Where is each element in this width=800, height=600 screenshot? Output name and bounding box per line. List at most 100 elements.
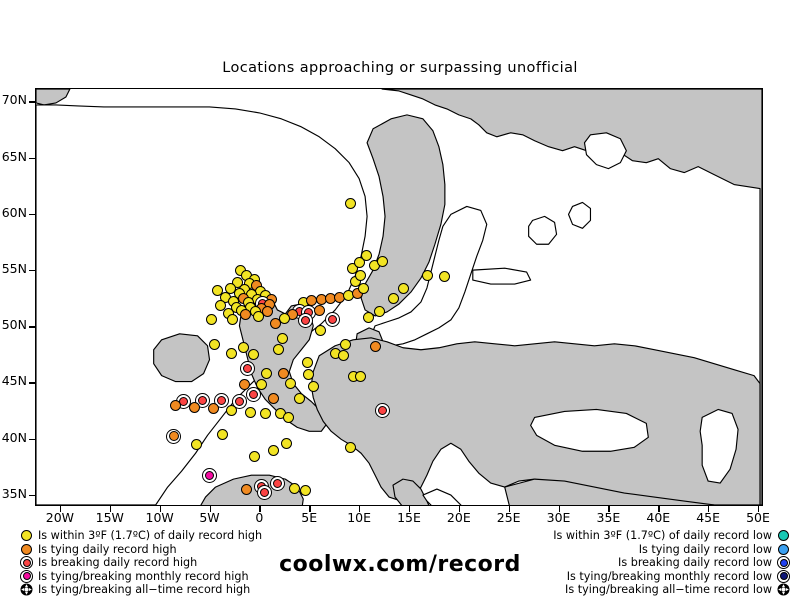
marker-core [216,395,226,405]
marker-within-3f-high[interactable] [373,306,385,318]
x-axis-label: 10E [347,510,372,525]
y-axis-label: 45N [1,373,27,389]
marker-breaking-daily-high[interactable] [256,485,272,501]
title-line-1: Locations approaching or surpassing unof… [222,60,578,76]
marker-within-3f-high[interactable] [252,310,264,322]
marker-within-3f-high[interactable] [267,445,279,457]
marker-within-3f-high[interactable] [280,437,292,449]
circle-orange-icon [20,543,33,556]
marker-within-3f-high[interactable] [244,407,256,419]
marker-within-3f-high[interactable] [209,338,220,350]
marker-within-3f-high[interactable] [398,282,410,294]
y-tick [29,382,35,384]
marker-within-3f-high[interactable] [344,198,356,210]
marker-within-3f-high[interactable] [354,270,366,282]
marker-tying-daily-high[interactable] [313,304,325,316]
marker-tying-daily-high[interactable] [277,367,289,379]
legend-item-label: Is breaking daily record high [38,556,198,570]
marker-core [168,431,179,442]
marker-within-3f-high[interactable] [354,371,366,383]
starburst-black-icon [20,583,33,596]
marker-within-3f-high[interactable] [278,312,290,324]
marker-within-3f-high[interactable] [237,342,249,354]
marker-within-3f-high[interactable] [247,348,259,360]
marker-within-3f-high[interactable] [211,284,223,296]
marker-tying-daily-high[interactable] [369,340,381,352]
marker-tying-daily-high[interactable] [166,428,182,444]
marker-tying-daily-high[interactable] [351,288,363,300]
marker-within-3f-high[interactable] [301,356,313,368]
marker-tying-daily-high[interactable] [189,401,201,413]
x-tick [309,506,311,512]
marker-within-3f-high[interactable] [357,282,369,294]
marker-within-3f-high[interactable] [214,300,226,312]
marker-tying-daily-high[interactable] [208,402,219,414]
marker-within-3f-high[interactable] [234,264,246,276]
marker-within-3f-high[interactable] [206,313,217,325]
map-plot-area[interactable] [35,88,763,506]
marker-within-3f-high[interactable] [346,263,358,275]
marker-within-3f-high[interactable] [362,311,374,323]
marker-within-3f-high[interactable] [260,367,272,379]
marker-breaking-daily-high[interactable] [324,311,340,327]
marker-tying-daily-high[interactable] [238,379,250,391]
marker-within-3f-high[interactable] [387,292,399,304]
legend-item-label: Is within 3ºF (1.7ºC) of daily record hi… [38,529,263,542]
marker-breaking-daily-high[interactable] [239,361,255,377]
x-axis-label: 30E [546,510,571,525]
x-tick [259,506,261,512]
x-tick [59,506,62,512]
x-tick [408,506,411,512]
x-axis-label: 35E [596,510,621,525]
marker-breaking-daily-high[interactable] [269,476,285,492]
marker-within-3f-high[interactable] [288,482,300,494]
marker-core [272,479,282,489]
marker-within-3f-high[interactable] [276,333,288,345]
marker-within-3f-high[interactable] [282,411,294,423]
marker-within-3f-high[interactable] [231,276,243,288]
marker-breaking-daily-high[interactable] [195,392,211,408]
marker-within-3f-high[interactable] [314,325,326,337]
marker-within-3f-high[interactable] [225,347,237,359]
marker-within-3f-high[interactable] [259,408,271,420]
marker-within-3f-high[interactable] [299,484,311,496]
marker-within-3f-high[interactable] [225,404,237,416]
marker-within-3f-high[interactable] [226,313,238,325]
marker-tying-daily-high[interactable] [267,392,279,404]
marker-core [242,364,252,374]
marker-core [248,390,258,400]
marker-within-3f-high[interactable] [339,338,351,350]
marker-within-3f-high[interactable] [307,381,319,393]
marker-breaking-daily-high[interactable] [297,313,313,329]
marker-within-3f-high[interactable] [248,451,260,463]
marker-tying-daily-high[interactable] [239,309,251,321]
marker-within-3f-high[interactable] [284,378,296,390]
marker-within-3f-high[interactable] [376,255,388,267]
marker-breaking-daily-high[interactable] [245,387,261,403]
marker-within-3f-high[interactable] [191,438,203,450]
y-axis-label: 65N [1,148,27,164]
marker-within-3f-high[interactable] [422,270,434,282]
marker-breaking-daily-high[interactable] [374,402,390,418]
marker-within-3f-high[interactable] [344,442,356,454]
marker-core [778,543,789,555]
marker-within-3f-high[interactable] [439,271,451,283]
site-watermark: coolwx.com/record [279,552,521,577]
marker-within-3f-high[interactable] [337,349,349,361]
marker-tying-daily-high[interactable] [240,483,252,495]
marker-within-3f-high[interactable] [360,249,372,261]
marker-within-3f-high[interactable] [224,282,236,294]
marker-within-3f-high[interactable] [255,379,267,391]
marker-within-3f-high[interactable] [272,344,284,356]
y-tick [29,326,35,328]
marker-within-3f-high[interactable] [302,369,314,381]
marker-within-3f-high[interactable] [353,256,365,268]
marker-within-3f-high[interactable] [216,428,228,440]
marker-monthly-record-high[interactable] [202,468,218,484]
marker-within-3f-high[interactable] [293,392,305,404]
marker-tying-daily-high[interactable] [170,400,182,412]
marker-tying-daily-high[interactable] [269,318,281,330]
marker-breaking-daily-high[interactable] [231,394,247,409]
legend-item: Is tying daily record high [20,543,177,556]
